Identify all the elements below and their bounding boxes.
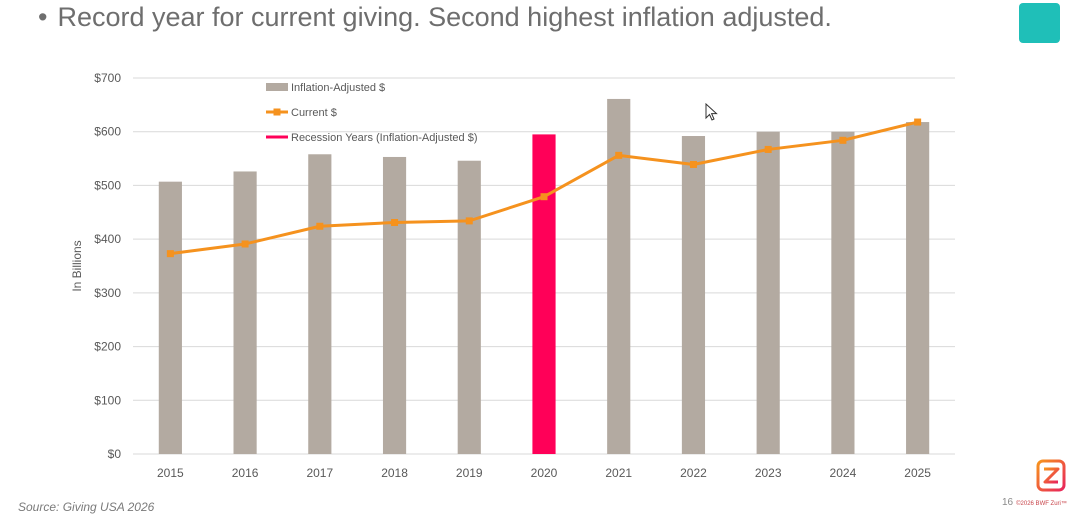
title-text: Record year for current giving. Second h… [57, 2, 832, 32]
line-point [839, 136, 847, 144]
x-tick-label: 2016 [232, 466, 259, 480]
x-tick-label: 2025 [904, 466, 931, 480]
legend-label: Recession Years (Inflation-Adjusted $) [291, 132, 478, 144]
line-point [316, 222, 324, 230]
x-tick-label: 2023 [755, 466, 782, 480]
zuri-logo-icon [1036, 459, 1066, 492]
x-tick-label: 2017 [306, 466, 333, 480]
y-axis-label: In Billions [70, 240, 84, 291]
line-point [241, 240, 249, 248]
chart-legend: Inflation-Adjusted $ Current $ Recession Y… [266, 82, 478, 144]
copyright-text: ©2026 BWF Zuri™ [1016, 501, 1067, 507]
y-tick-label: $0 [108, 447, 122, 461]
line-point [391, 218, 399, 226]
y-tick-label: $600 [94, 125, 121, 139]
y-tick-label: $300 [94, 286, 121, 300]
teal-accent-square [1019, 3, 1060, 43]
line-point [615, 151, 623, 159]
page-number: 16 [1002, 497, 1014, 508]
line-point [166, 250, 174, 258]
y-tick-label: $400 [94, 232, 121, 246]
bar [382, 156, 407, 454]
x-tick-label: 2022 [680, 466, 707, 480]
line-point [540, 193, 548, 201]
slide-footer: 16 ©2026 BWF Zuri™ [1002, 497, 1067, 508]
x-tick-label: 2021 [605, 466, 632, 480]
x-tick-label: 2015 [157, 466, 184, 480]
line-point [914, 118, 922, 126]
current-line-series [166, 118, 922, 258]
y-tick-label: $500 [94, 178, 121, 192]
bar [308, 154, 332, 454]
x-tick-label: 2020 [531, 466, 558, 480]
bar [681, 136, 706, 455]
bar [756, 131, 780, 454]
source-note: Source: Giving USA 2026 [18, 500, 155, 514]
x-axis-ticks: 2015 2016 2017 2018 2019 2020 2021 2022 2023 2024… [157, 466, 931, 480]
bar [831, 131, 855, 454]
legend-swatch-bar [266, 83, 288, 91]
slide-title: • Record year for current giving. Second … [38, 2, 832, 33]
x-tick-label: 2024 [830, 466, 857, 480]
mouse-cursor-icon [705, 103, 718, 121]
legend-swatch-marker [273, 108, 281, 116]
bar [906, 122, 930, 454]
legend-label: Inflation-Adjusted $ [291, 82, 385, 94]
bar [158, 181, 182, 454]
recession-bar [532, 134, 556, 454]
x-tick-label: 2018 [381, 466, 408, 480]
y-tick-label: $200 [94, 340, 121, 354]
legend-label: Current $ [291, 107, 337, 119]
bar [457, 160, 481, 454]
x-tick-label: 2019 [456, 466, 483, 480]
y-tick-label: $700 [94, 71, 121, 85]
bar [233, 171, 257, 454]
line-point [764, 145, 772, 153]
line-point [689, 160, 697, 168]
bar [607, 98, 631, 454]
title-bullet: • [38, 2, 48, 32]
y-axis-ticks: $0 $100 $200 $300 $400 $500 $600 $700 [94, 71, 121, 461]
line-point [465, 217, 473, 225]
chart-bars [158, 98, 930, 455]
y-tick-label: $100 [94, 393, 121, 407]
